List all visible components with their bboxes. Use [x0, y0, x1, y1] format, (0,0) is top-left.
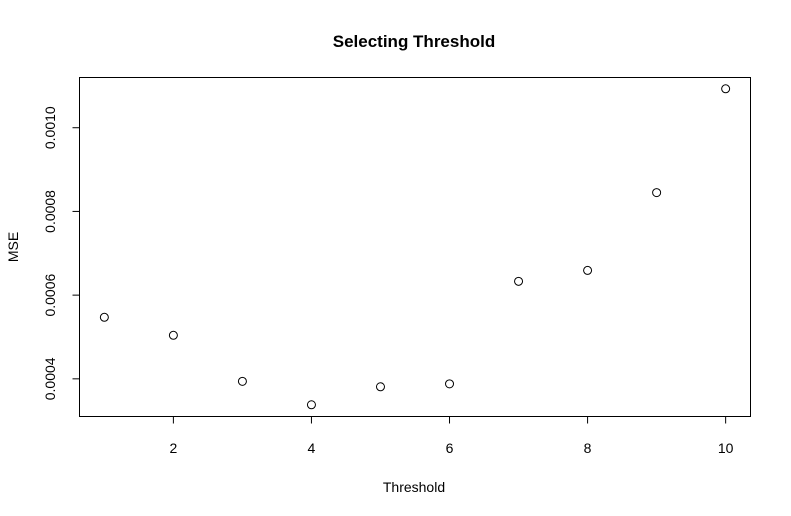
- data-point: [99, 312, 109, 322]
- y-tick-label: 0.0008: [42, 190, 58, 233]
- plot-area-frame: [79, 77, 751, 417]
- data-point: [306, 400, 316, 410]
- data-point: [445, 379, 455, 389]
- data-point: [514, 276, 524, 286]
- y-tick-label: 0.0004: [42, 357, 58, 400]
- x-tick-label: 10: [718, 440, 734, 456]
- data-point: [375, 382, 385, 392]
- data-point: [721, 84, 731, 94]
- chart-title: Selecting Threshold: [333, 32, 495, 51]
- x-tick-label: 8: [584, 440, 592, 456]
- x-tick-label: 6: [446, 440, 454, 456]
- data-point: [652, 188, 662, 198]
- x-tick-label: 2: [169, 440, 177, 456]
- data-point: [168, 330, 178, 340]
- y-tick-label: 0.0006: [42, 274, 58, 317]
- x-axis-label: Threshold: [383, 479, 445, 495]
- data-points: [99, 84, 731, 410]
- y-axis: 0.0004 0.0006 0.0008 0.0010: [42, 106, 80, 400]
- y-axis-label: MSE: [5, 232, 21, 262]
- x-axis: 2 4 6 8 10: [169, 416, 734, 456]
- x-tick-label: 4: [308, 440, 316, 456]
- y-tick-label: 0.0010: [42, 106, 58, 149]
- data-point: [237, 376, 247, 386]
- data-point: [583, 265, 593, 275]
